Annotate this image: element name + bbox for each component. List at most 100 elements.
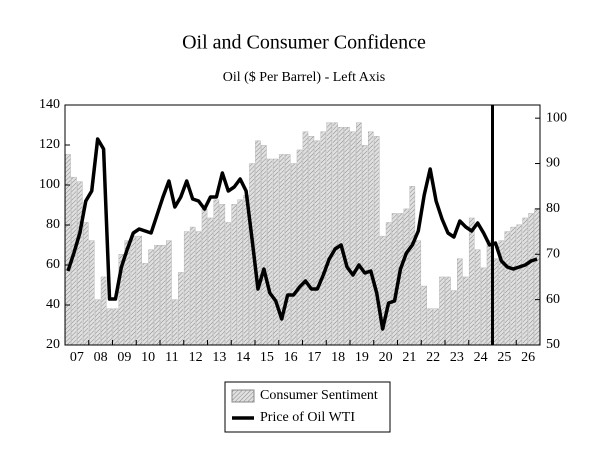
x-tick-label: 17 [307,350,321,365]
bar [231,204,237,346]
bar [178,272,184,346]
bar [65,154,71,346]
bar [504,231,511,346]
bar [100,276,107,346]
y2-tick-label: 100 [546,110,567,125]
bar [189,226,196,346]
x-tick-label: 23 [450,350,464,365]
bar [172,299,178,346]
y2-tick-label: 50 [546,337,560,352]
bar [332,122,338,346]
bar [160,244,166,346]
chart-subtitle: Oil ($ Per Barrel) - Left Axis [223,70,386,85]
bar [516,224,522,346]
bar [433,308,439,346]
bar [368,131,374,346]
plot-frame [64,104,541,346]
bar [350,131,356,346]
bar [273,158,279,346]
x-tick-label: 12 [189,350,203,365]
bar [451,290,457,346]
bar [344,127,350,346]
bar [148,249,154,346]
bar [290,163,297,346]
bar [219,204,226,346]
bar [522,217,528,346]
bar [356,122,362,346]
bar [457,258,463,346]
y-tick-label: 40 [46,297,60,312]
bar [480,267,487,346]
bar [320,131,327,346]
bar [225,222,232,346]
bar [362,145,368,346]
legend-box [224,381,391,433]
bar [415,240,422,346]
bar [391,213,398,346]
x-tick-label: 25 [497,350,511,365]
bar [106,308,113,346]
bar [296,149,303,346]
bar [130,235,137,346]
chart-title: Oil and Consumer Confidence [182,32,426,54]
x-tick-label: 09 [117,350,131,365]
y-tick-label: 100 [39,177,60,192]
bar [314,140,321,346]
bar [255,140,261,346]
bar [77,181,83,346]
x-tick-label: 08 [94,350,108,365]
bar [528,213,534,346]
y2-tick-label: 90 [546,156,560,171]
y2-tick-label: 80 [546,201,560,216]
bar [385,222,392,346]
bar [421,285,427,346]
x-tick-label: 15 [260,350,274,365]
bar [284,154,291,346]
bar [409,186,416,346]
bar [308,136,315,346]
y-tick-label: 120 [39,137,60,152]
bar [427,308,433,346]
x-tick-label: 26 [521,350,535,365]
x-tick-label: 20 [379,350,393,365]
bar [136,235,142,346]
legend-label: Price of Oil WTI [260,410,355,425]
y-tick-label: 140 [39,97,60,112]
bar [302,131,309,346]
y-tick-label: 80 [46,217,60,232]
bar [237,199,243,346]
line [66,137,538,331]
bar [207,217,214,346]
y-tick-label: 20 [46,337,60,352]
bar [534,208,540,346]
bar [445,276,451,346]
x-tick-label: 16 [284,350,298,365]
y-tick-label: 60 [46,257,60,272]
bar [83,222,89,346]
bar [154,244,160,346]
x-tick-label: 10 [141,350,155,365]
bar [142,263,148,346]
x-tick-label: 18 [331,350,345,365]
bar [94,299,101,346]
bar [88,240,95,346]
y2-tick-label: 70 [546,246,560,261]
bar [112,308,119,346]
bar [195,231,202,346]
bar [474,249,481,346]
x-tick-label: 07 [70,350,84,365]
x-tick-label: 14 [236,350,250,365]
legend-swatch [231,389,255,403]
bar [201,208,208,346]
y2-tick-label: 60 [546,292,560,307]
bar [510,226,517,346]
bar [166,240,172,346]
bar [213,199,220,346]
x-tick-label: 21 [402,350,416,365]
x-tick-label: 13 [212,350,226,365]
x-tick-label: 11 [165,350,178,365]
x-tick-label: 24 [474,350,488,365]
bar [183,231,190,346]
bar [326,122,332,346]
